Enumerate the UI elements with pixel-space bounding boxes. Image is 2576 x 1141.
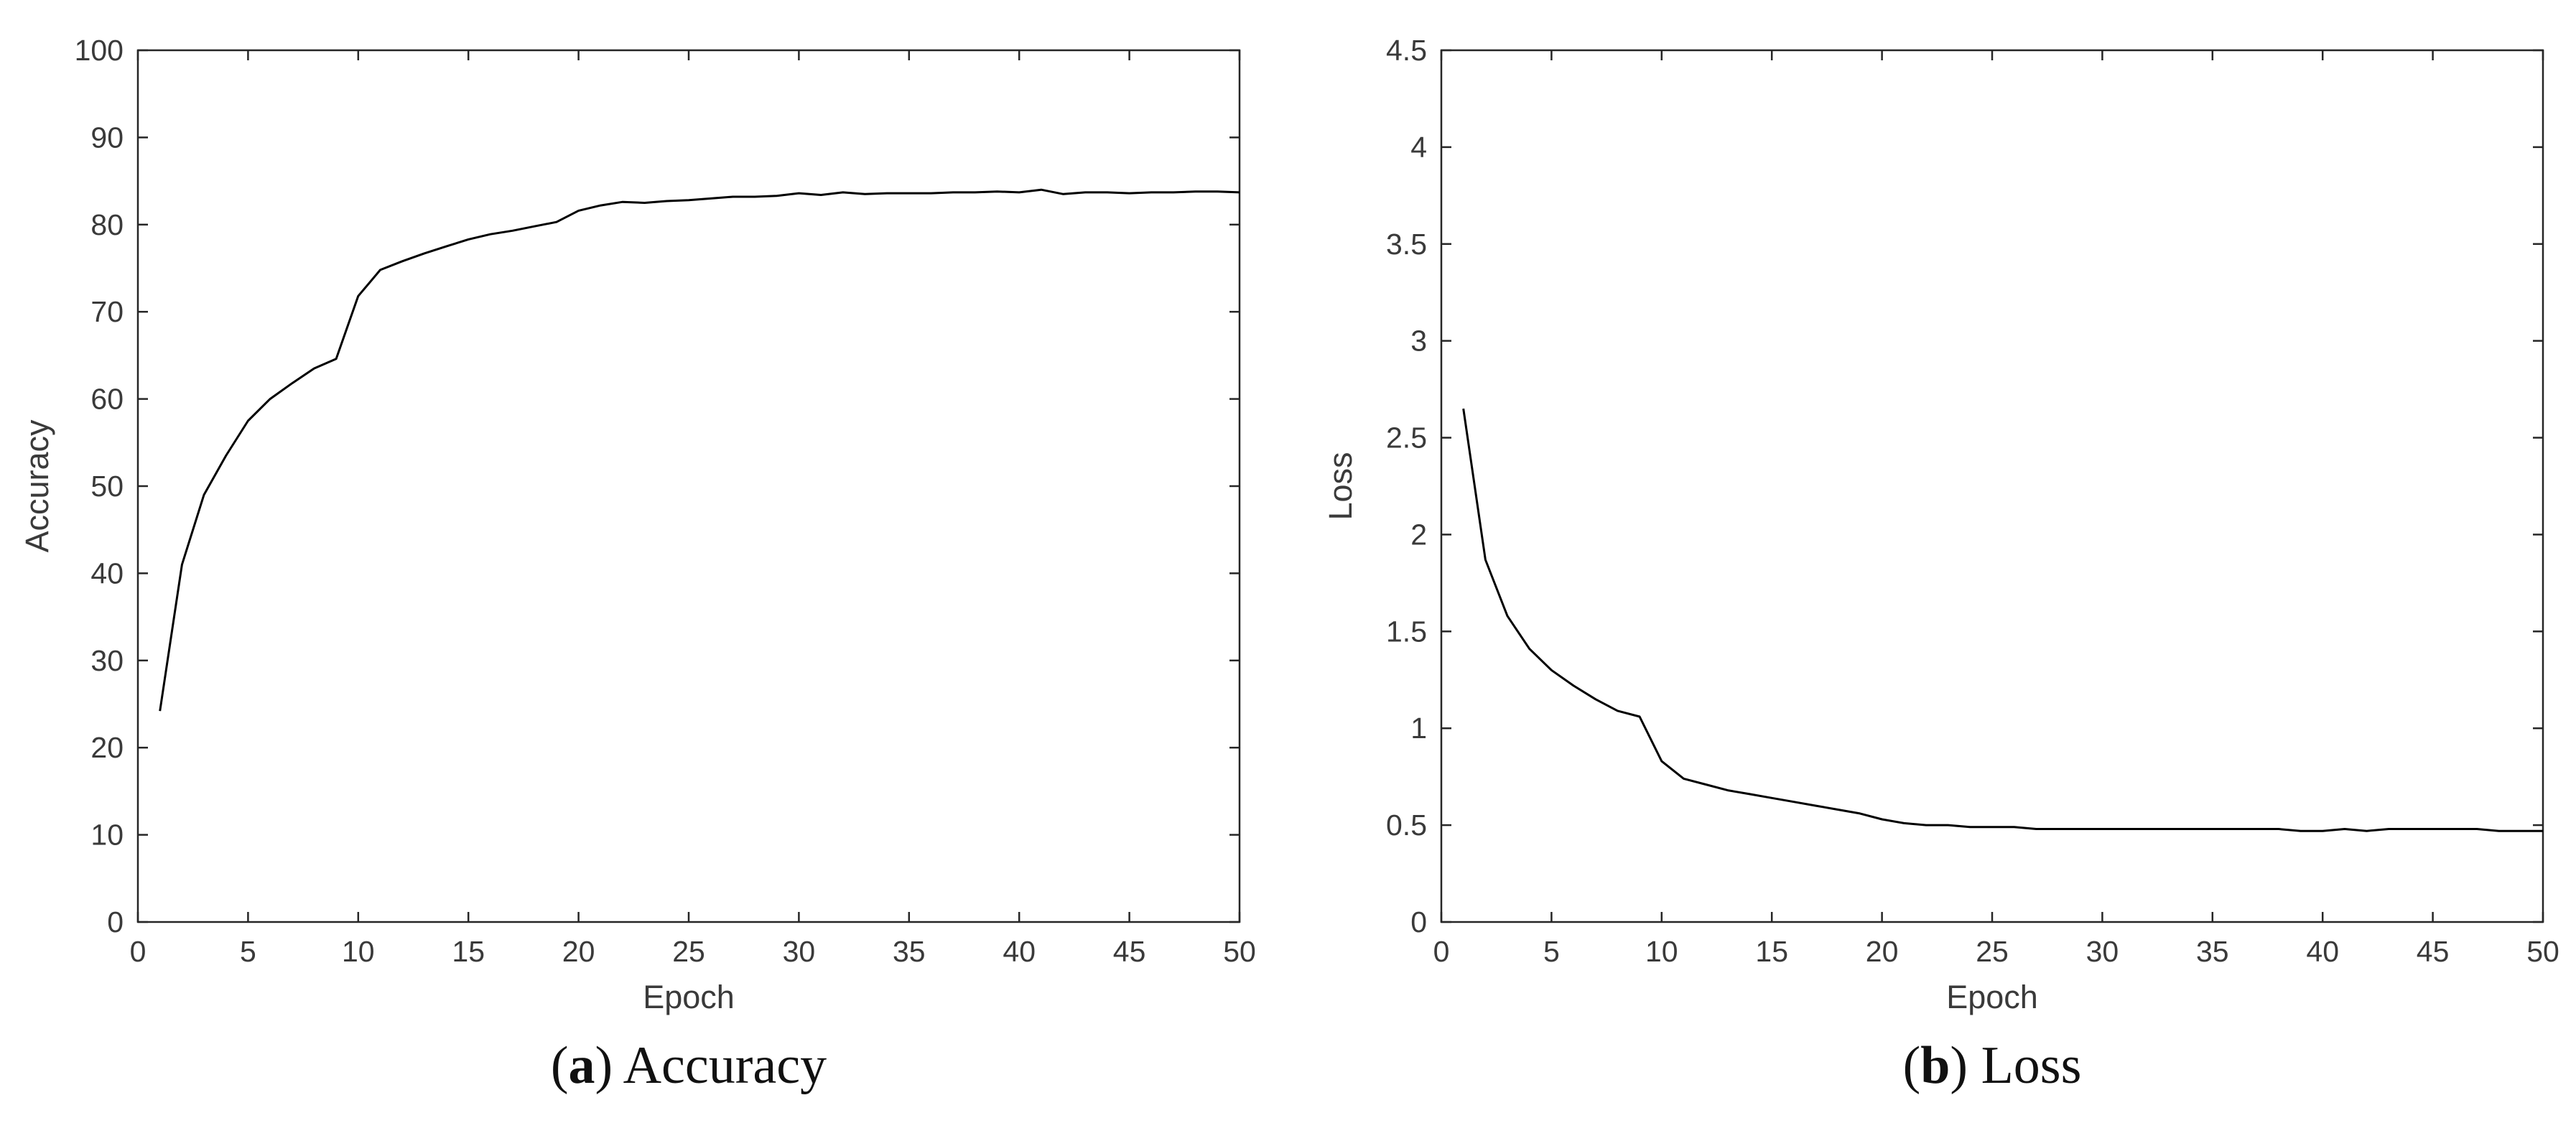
y-tick-label: 1.5 xyxy=(1386,615,1427,648)
y-tick-label: 3.5 xyxy=(1386,228,1427,261)
y-tick-label: 2.5 xyxy=(1386,422,1427,455)
y-tick-label: 2 xyxy=(1410,518,1427,551)
caption-paren-open: ( xyxy=(1903,1036,1921,1095)
x-tick-label: 10 xyxy=(342,935,375,968)
y-tick-label: 100 xyxy=(75,34,124,67)
x-tick-label: 30 xyxy=(2086,935,2119,968)
series-line-loss xyxy=(1462,408,2543,832)
x-tick-label: 25 xyxy=(1976,935,2009,968)
y-axis-label: Accuracy xyxy=(19,419,55,553)
caption-paren-open: ( xyxy=(551,1036,569,1095)
accuracy-panel: 0 5 10 15 20 25 30 35 40 45 50 0 10 20 30 40 50 60 70 80 90 1… xyxy=(19,34,1256,1095)
caption-text: Accuracy xyxy=(613,1036,827,1095)
y-tick-label: 20 xyxy=(90,731,124,764)
y-tick-label: 60 xyxy=(90,383,124,416)
y-tick-label: 0.5 xyxy=(1386,809,1427,842)
caption-paren-close: ) xyxy=(595,1036,613,1095)
y-tick-label: 4.5 xyxy=(1386,34,1427,67)
x-tick-label: 35 xyxy=(893,935,926,968)
x-tick-label: 15 xyxy=(1755,935,1788,968)
plot-area-frame xyxy=(1440,49,2544,923)
caption-text: Loss xyxy=(1968,1036,2081,1095)
x-tick-label: 5 xyxy=(1543,935,1560,968)
y-tick-label: 10 xyxy=(90,819,124,852)
x-tick-label: 30 xyxy=(783,935,816,968)
x-tick-label: 0 xyxy=(1433,935,1450,968)
panel-caption: (a) Accuracy xyxy=(551,1036,827,1095)
y-tick-label: 30 xyxy=(90,644,124,677)
x-tick-label: 10 xyxy=(1645,935,1678,968)
y-tick-label: 90 xyxy=(90,121,124,154)
x-tick-label: 40 xyxy=(2306,935,2339,968)
x-axis-label: Epoch xyxy=(643,979,735,1015)
x-tick-label: 15 xyxy=(452,935,485,968)
y-tick-label: 0 xyxy=(107,905,124,939)
caption-letter: b xyxy=(1920,1036,1950,1095)
y-tick-label: 50 xyxy=(90,470,124,503)
y-tick-label: 0 xyxy=(1410,905,1427,939)
y-tick-label: 4 xyxy=(1410,131,1427,164)
loss-panel: 0 5 10 15 20 25 30 35 40 45 50 0 0.5 1 1.5 2 2.5 3 3.5 4 4.5… xyxy=(1322,34,2559,1095)
x-tick-label: 45 xyxy=(2417,935,2450,968)
x-tick-label: 20 xyxy=(562,935,595,968)
x-tick-label: 50 xyxy=(1223,935,1256,968)
x-tick-label: 0 xyxy=(130,935,147,968)
x-tick-label: 20 xyxy=(1866,935,1899,968)
x-tick-label: 50 xyxy=(2526,935,2559,968)
panel-caption: (b) Loss xyxy=(1903,1036,2082,1095)
y-axis-label: Loss xyxy=(1322,452,1359,520)
plot-area-frame xyxy=(136,49,1241,923)
x-tick-label: 40 xyxy=(1003,935,1036,968)
caption-letter: a xyxy=(569,1036,595,1095)
y-tick-label: 1 xyxy=(1410,712,1427,745)
caption-paren-close: ) xyxy=(1950,1036,1968,1095)
x-tick-label: 35 xyxy=(2196,935,2229,968)
series-line-accuracy xyxy=(159,188,1240,712)
x-axis-label: Epoch xyxy=(1946,979,2038,1015)
y-tick-label: 80 xyxy=(90,208,124,241)
x-tick-label: 25 xyxy=(672,935,705,968)
x-tick-label: 5 xyxy=(240,935,256,968)
x-tick-label: 45 xyxy=(1113,935,1146,968)
y-tick-label: 40 xyxy=(90,556,124,590)
y-tick-label: 70 xyxy=(90,295,124,328)
y-tick-label: 3 xyxy=(1410,325,1427,358)
